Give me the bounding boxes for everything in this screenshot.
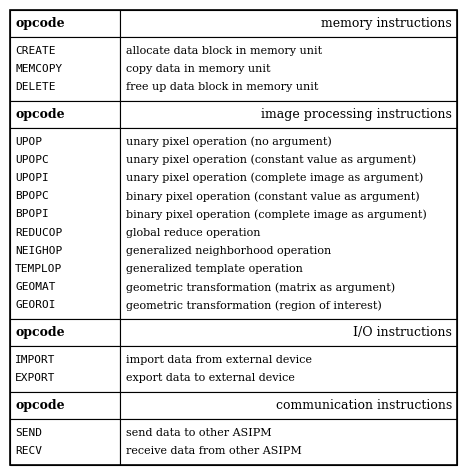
Text: generalized template operation: generalized template operation [126, 264, 303, 274]
Text: copy data in memory unit: copy data in memory unit [126, 64, 270, 74]
Bar [120, 101, 457, 128]
Text: allocate data block in memory unit: allocate data block in memory unit [126, 46, 322, 56]
Text: REDUCOP: REDUCOP [15, 228, 62, 238]
Text: geometric transformation (matrix as argument): geometric transformation (matrix as argu… [126, 282, 395, 293]
Text: global reduce operation: global reduce operation [126, 228, 260, 238]
Text: unary pixel operation (no argument): unary pixel operation (no argument) [126, 136, 331, 147]
Bar [10, 392, 120, 419]
Text: IMPORT: IMPORT [15, 355, 56, 365]
Text: send data to other ASIPM: send data to other ASIPM [126, 428, 271, 438]
Bar [120, 392, 457, 419]
Text: unary pixel operation (constant value as argument): unary pixel operation (constant value as… [126, 154, 416, 165]
Text: EXPORT: EXPORT [15, 373, 56, 383]
Text: UPOPI: UPOPI [15, 173, 49, 183]
Bar [120, 346, 457, 392]
Text: CREATE: CREATE [15, 46, 56, 56]
Text: geometric transformation (region of interest): geometric transformation (region of inte… [126, 300, 381, 311]
Text: I/O instructions: I/O instructions [353, 326, 452, 339]
Text: SEND: SEND [15, 428, 42, 438]
Text: GEOROI: GEOROI [15, 301, 56, 311]
Text: TEMPLOP: TEMPLOP [15, 264, 62, 274]
Text: opcode: opcode [15, 399, 64, 412]
Bar [10, 346, 120, 392]
Text: export data to external device: export data to external device [126, 373, 294, 383]
Text: free up data block in memory unit: free up data block in memory unit [126, 82, 318, 92]
Text: binary pixel operation (constant value as argument): binary pixel operation (constant value a… [126, 191, 419, 201]
Text: generalized neighborhood operation: generalized neighborhood operation [126, 246, 331, 256]
Text: communication instructions: communication instructions [276, 399, 452, 412]
Text: binary pixel operation (complete image as argument): binary pixel operation (complete image a… [126, 209, 426, 220]
Bar [10, 419, 120, 465]
Text: image processing instructions: image processing instructions [261, 108, 452, 121]
Text: unary pixel operation (complete image as argument): unary pixel operation (complete image as… [126, 173, 423, 183]
Bar [120, 37, 457, 101]
Text: opcode: opcode [15, 326, 64, 339]
Text: receive data from other ASIPM: receive data from other ASIPM [126, 446, 301, 456]
Text: opcode: opcode [15, 17, 64, 30]
Text: NEIGHOP: NEIGHOP [15, 246, 62, 256]
Text: MEMCOPY: MEMCOPY [15, 64, 62, 74]
Text: BPOPC: BPOPC [15, 191, 49, 201]
Text: DELETE: DELETE [15, 82, 56, 92]
Bar [120, 319, 457, 346]
Text: GEOMAT: GEOMAT [15, 282, 56, 292]
Bar [10, 37, 120, 101]
Text: UPOP: UPOP [15, 137, 42, 147]
Text: BPOPI: BPOPI [15, 209, 49, 219]
Bar [10, 319, 120, 346]
Bar [10, 128, 120, 319]
Bar [120, 419, 457, 465]
Bar [10, 10, 120, 37]
Text: import data from external device: import data from external device [126, 355, 311, 365]
Text: RECV: RECV [15, 446, 42, 456]
Text: UPOPC: UPOPC [15, 155, 49, 165]
Bar [120, 128, 457, 319]
Text: memory instructions: memory instructions [321, 17, 452, 30]
Bar [120, 10, 457, 37]
Text: opcode: opcode [15, 108, 64, 121]
Bar [10, 101, 120, 128]
